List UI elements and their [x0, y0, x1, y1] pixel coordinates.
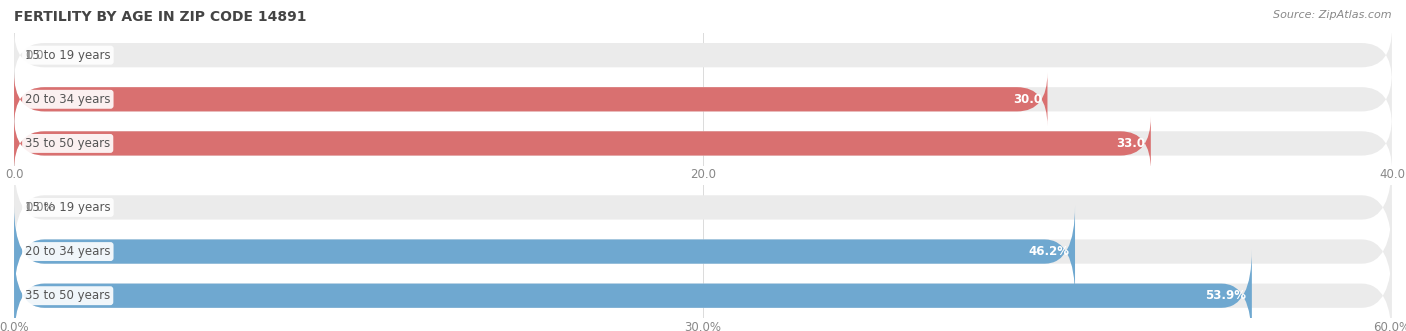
Text: 15 to 19 years: 15 to 19 years: [25, 201, 111, 214]
Text: 15 to 19 years: 15 to 19 years: [25, 49, 111, 62]
Text: 33.0: 33.0: [1116, 137, 1146, 150]
Text: 35 to 50 years: 35 to 50 years: [25, 289, 110, 302]
Text: 0.0: 0.0: [25, 49, 44, 62]
Text: 20 to 34 years: 20 to 34 years: [25, 245, 111, 258]
Text: 46.2%: 46.2%: [1029, 245, 1070, 258]
Text: FERTILITY BY AGE IN ZIP CODE 14891: FERTILITY BY AGE IN ZIP CODE 14891: [14, 10, 307, 24]
Text: 53.9%: 53.9%: [1205, 289, 1246, 302]
Text: 20 to 34 years: 20 to 34 years: [25, 93, 111, 106]
FancyBboxPatch shape: [14, 28, 1392, 82]
FancyBboxPatch shape: [14, 117, 1152, 170]
FancyBboxPatch shape: [14, 161, 1392, 254]
FancyBboxPatch shape: [14, 117, 1392, 170]
FancyBboxPatch shape: [14, 72, 1392, 126]
FancyBboxPatch shape: [14, 206, 1392, 298]
FancyBboxPatch shape: [14, 250, 1251, 331]
Text: 0.0%: 0.0%: [25, 201, 55, 214]
FancyBboxPatch shape: [14, 72, 1047, 126]
Text: 30.0: 30.0: [1012, 93, 1042, 106]
Text: Source: ZipAtlas.com: Source: ZipAtlas.com: [1274, 10, 1392, 20]
FancyBboxPatch shape: [14, 206, 1076, 298]
Text: 35 to 50 years: 35 to 50 years: [25, 137, 110, 150]
FancyBboxPatch shape: [14, 250, 1392, 331]
